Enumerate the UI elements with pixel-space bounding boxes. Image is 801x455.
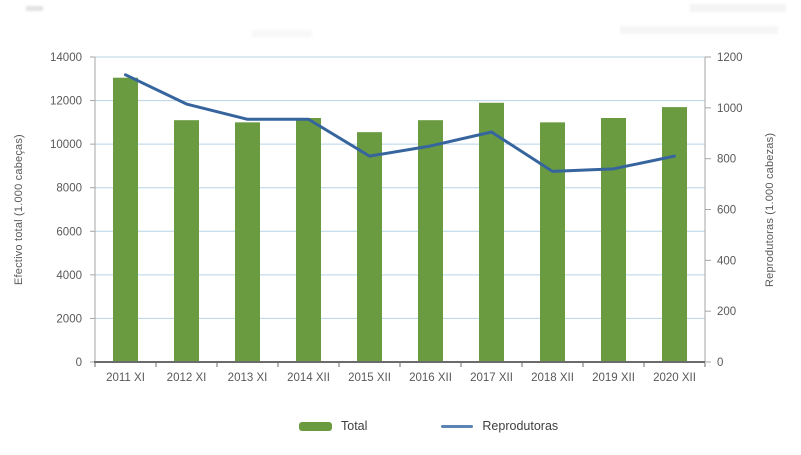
reprodutoras-line bbox=[124, 73, 676, 173]
right-axis-tick-label: 1000 bbox=[717, 103, 743, 115]
right-axis-tick-label: 0 bbox=[717, 357, 723, 369]
total-bar-swatch-icon bbox=[299, 421, 332, 431]
bar-2011-xi bbox=[113, 77, 138, 363]
x-axis-label-2019-xii: 2019 XII bbox=[592, 372, 635, 384]
bar-2013-xi bbox=[235, 122, 260, 362]
left-axis-tick-label: 8000 bbox=[56, 183, 82, 195]
x-axis-label-2014-xii: 2014 XII bbox=[287, 372, 330, 384]
x-axis-label-2018-xii: 2018 XII bbox=[531, 372, 574, 384]
left-axis-tick-label: 4000 bbox=[56, 270, 82, 282]
left-axis-tick-label: 0 bbox=[76, 357, 82, 369]
right-axis-tick-label: 600 bbox=[717, 205, 736, 217]
left-axis-tick-label: 2000 bbox=[56, 313, 82, 325]
x-axis-label-2013-xi: 2013 XI bbox=[228, 372, 268, 384]
legend-reprodutoras-label: Reprodutoras bbox=[482, 419, 559, 433]
right-axis-title: Reprodutoras (1.000 cabezas) bbox=[764, 132, 776, 287]
left-axis-tick-label: 12000 bbox=[50, 96, 82, 108]
legend: Total Reprodutoras bbox=[299, 417, 558, 435]
bar-2012-xi bbox=[174, 120, 199, 362]
right-axis-tick-label: 200 bbox=[717, 306, 736, 318]
reprodutoras-line-swatch-icon bbox=[441, 424, 474, 428]
left-axis-tick-label: 10000 bbox=[50, 139, 82, 151]
legend-item-total: Total bbox=[299, 419, 367, 433]
left-axis-tick-label: 14000 bbox=[50, 52, 82, 64]
x-axis-label-2016-xii: 2016 XII bbox=[409, 372, 452, 384]
x-axis-label-2011-xi: 2011 XI bbox=[106, 372, 145, 384]
right-axis-tick-label: 800 bbox=[717, 154, 736, 166]
x-axis-label-2020-xii: 2020 XII bbox=[653, 372, 696, 384]
bar-2016-xii bbox=[418, 120, 443, 362]
bar-2017-xii bbox=[479, 102, 504, 362]
right-axis-tick-label: 400 bbox=[717, 255, 736, 267]
x-axis-label-2017-xii: 2017 XII bbox=[470, 372, 513, 384]
right-axis-tick-label: 1200 bbox=[717, 52, 743, 64]
x-axis-label-2015-xii: 2015 XII bbox=[348, 372, 391, 384]
bar-2019-xii bbox=[601, 118, 626, 362]
bar-2015-xii bbox=[357, 132, 382, 362]
x-axis-label-2012-xi: 2012 XI bbox=[167, 372, 207, 384]
bar-2020-xii bbox=[662, 107, 687, 362]
left-axis-title: Efectivo total (1.000 cabeças) bbox=[13, 134, 25, 285]
bar-2018-xii bbox=[540, 122, 565, 362]
bar-2014-xii bbox=[296, 118, 321, 362]
legend-item-reprodutoras: Reprodutoras bbox=[441, 419, 558, 433]
left-axis-tick-label: 6000 bbox=[56, 226, 82, 238]
legend-total-label: Total bbox=[341, 419, 368, 433]
